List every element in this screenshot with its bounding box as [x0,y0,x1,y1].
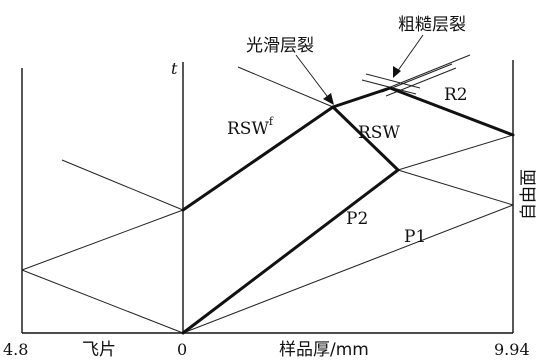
rsw-f-label: RSWf [227,115,274,139]
smooth-spall-arrow-shaft [295,54,331,101]
rough-spall-arrowhead [393,66,401,78]
p2-wave-line [181,168,400,335]
r2-wave-line [331,86,515,137]
r2-label: R2 [444,85,468,105]
x-tick-left: 4.8 [3,340,28,359]
rough-spall-arrow-shaft [396,34,424,73]
rsw-label: RSW [358,123,400,143]
free-surface-label: 自由面 [519,169,539,220]
rsw-f-wave-line [181,105,335,212]
smooth-spall-label: 光滑层裂 [246,36,314,56]
time-axis-label: t [171,59,178,78]
p1-label: P1 [404,227,426,247]
rough-spall-label: 粗糙层裂 [398,15,466,35]
interface-upper-line [61,159,184,211]
upper-left-line [237,66,334,108]
p2-label: P2 [346,209,368,229]
smooth-spall-arrowhead [323,93,334,105]
p1-reflect-line [397,169,514,206]
release-line [397,134,514,171]
flyer-reflect-line [21,209,184,271]
x-tick-right: 9.94 [494,340,530,359]
rough-spall-hatch-3 [381,63,453,93]
rsw-wave-line [331,105,400,172]
flyer-label: 飞片 [82,340,116,360]
r2-extension-line [387,54,471,89]
x-tick-zero: 0 [177,340,187,359]
p1-wave-line [182,204,514,334]
flyer-shock-line [21,269,184,334]
thickness-axis-label: 样品厚/mm [279,340,369,360]
